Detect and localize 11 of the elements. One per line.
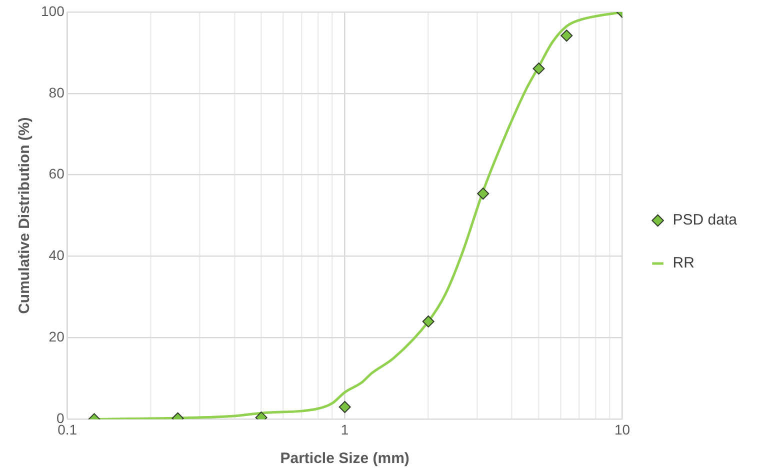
y-tick-label: 40 [48,247,65,264]
legend-label: RR [672,254,695,272]
y-tick-label: 80 [48,84,65,100]
x-tick-label: 10 [614,421,630,438]
x-axis-title: Particle Size (mm) [280,450,410,468]
y-tick-label: 20 [48,328,65,345]
y-tick-label: 60 [48,166,65,182]
y-axis-title: Cumulative Distribution (%) [16,117,34,314]
legend-label: PSD data [672,212,738,229]
y-tick-label: 100 [41,2,65,19]
x-tick-label: 1 [340,421,349,438]
